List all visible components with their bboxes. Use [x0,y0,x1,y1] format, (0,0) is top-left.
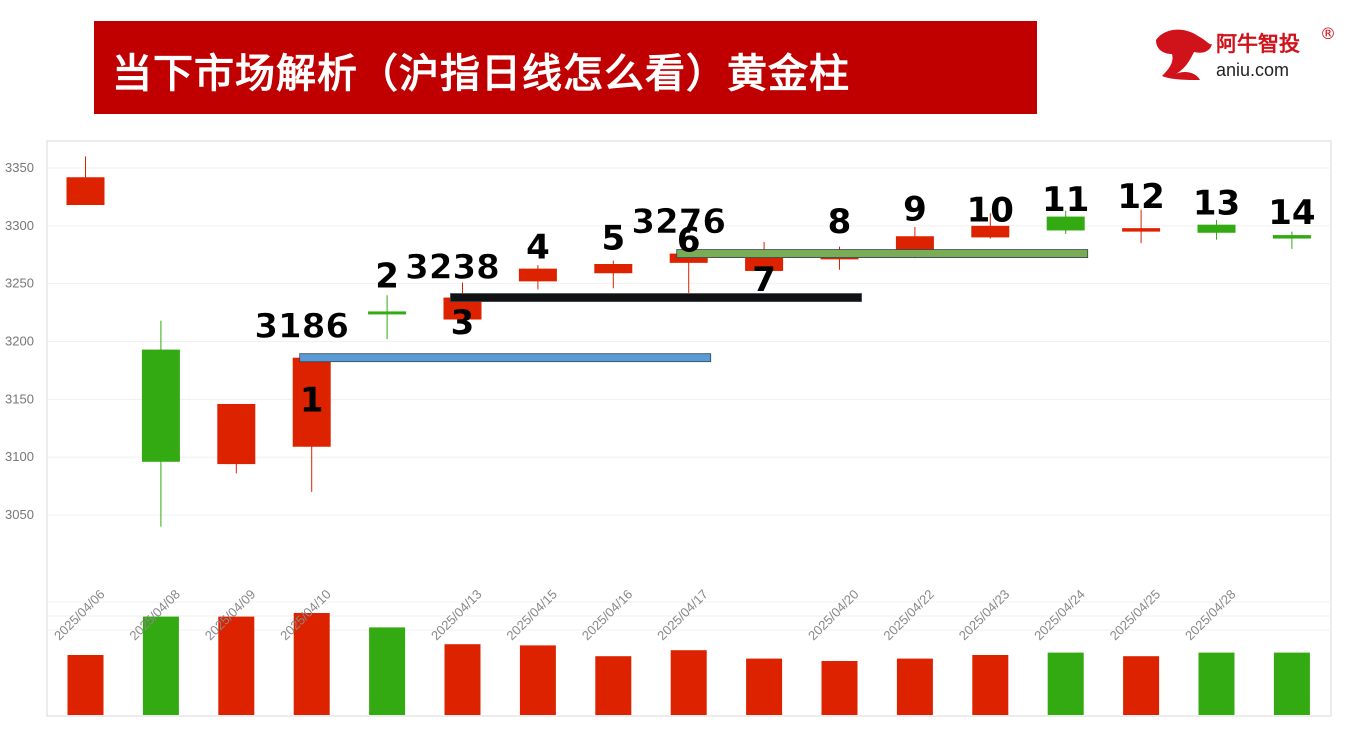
candle-body [669,253,708,263]
volume-bar [746,658,783,715]
x-tick-label: 2025/04/22 [880,587,937,644]
candle-body [1197,224,1236,233]
x-tick-label: 2025/04/16 [579,587,636,644]
candle-body [443,297,482,320]
logo-domain: aniu.com [1216,60,1290,80]
volume-bar [293,613,330,715]
x-tick-label: 2025/04/17 [654,587,711,644]
candle-number-label: 11 [1042,180,1089,220]
candle-number-label: 12 [1117,177,1164,217]
x-tick-label: 2025/04/28 [1182,587,1239,644]
page-title: 当下市场解析（沪指日线怎么看）黄金柱 [112,51,850,97]
x-tick-label: 2025/04/20 [805,587,862,644]
volume-bar [519,645,556,715]
candle-number-label: 6 [677,221,701,261]
x-tick-label: 2025/04/23 [956,587,1013,644]
volume-bar [595,656,632,715]
brand-logo: 阿牛智投 ® aniu.com [1150,24,1340,86]
x-tick-label: 2025/04/24 [1031,587,1088,644]
volume-bar [670,650,707,715]
candle-number-label: 14 [1268,193,1315,233]
level-line-3186 [299,353,712,363]
level-line-3238 [450,293,862,302]
volume-bar [821,661,858,715]
level-value-label: 3238 [405,247,500,287]
volume-bar [67,655,104,715]
title-banner: 当下市场解析（沪指日线怎么看）黄金柱 [94,21,1037,114]
y-tick-label: 3250 [5,276,34,291]
volume-bar [218,616,255,715]
volume-bar [142,616,179,715]
candle-body [66,177,105,206]
volume-bar [1273,652,1310,715]
y-tick-label: 3050 [5,507,34,522]
candle-body [1272,235,1311,239]
candle-body [368,311,407,315]
candle-body [1046,216,1085,231]
x-tick-label: 2025/04/06 [51,587,108,644]
candle-number-label: 2 [375,257,399,297]
x-tick-label: 2025/04/13 [428,587,485,644]
candle-number-label: 10 [967,191,1014,231]
x-tick-label: 2025/04/25 [1107,587,1164,644]
volume-bar [369,627,406,715]
y-tick-label: 3200 [5,334,34,349]
candle-body [1122,228,1161,232]
volume-bar [1198,652,1235,715]
x-tick-label: 2025/04/15 [503,587,560,644]
logo-name: 阿牛智投 [1216,32,1300,56]
volume-bar [1047,652,1084,715]
candle-body [217,403,256,465]
candle-number-label: 13 [1193,184,1240,224]
volume-bar [1123,656,1160,715]
candle-body [594,264,633,274]
y-tick-label: 3350 [5,160,34,175]
y-tick-label: 3100 [5,449,34,464]
volume-bar [896,658,933,715]
candle-body [518,268,557,282]
volume-bar [444,644,481,715]
candle-number-label: 5 [601,218,625,258]
bull-logo-icon [1156,29,1212,80]
candle-body [141,349,180,462]
candle-number-label: 8 [828,202,852,242]
level-value-label: 3186 [254,306,349,346]
chart-frame [46,140,1332,717]
candle-number-label: 4 [526,228,550,268]
candle-number-label: 3 [451,303,475,343]
y-tick-label: 3300 [5,218,34,233]
candle-number-label: 9 [903,189,927,229]
candle-number-label: 7 [752,260,776,300]
candle-number-label: 1 [300,380,324,420]
candle-body [292,357,331,447]
volume-bar [972,655,1009,715]
level-value-label: 3276 [631,202,726,242]
candle-body [971,225,1010,238]
registered-mark: ® [1320,24,1336,43]
y-tick-label: 3150 [5,391,34,406]
level-line-3276 [676,249,1089,258]
